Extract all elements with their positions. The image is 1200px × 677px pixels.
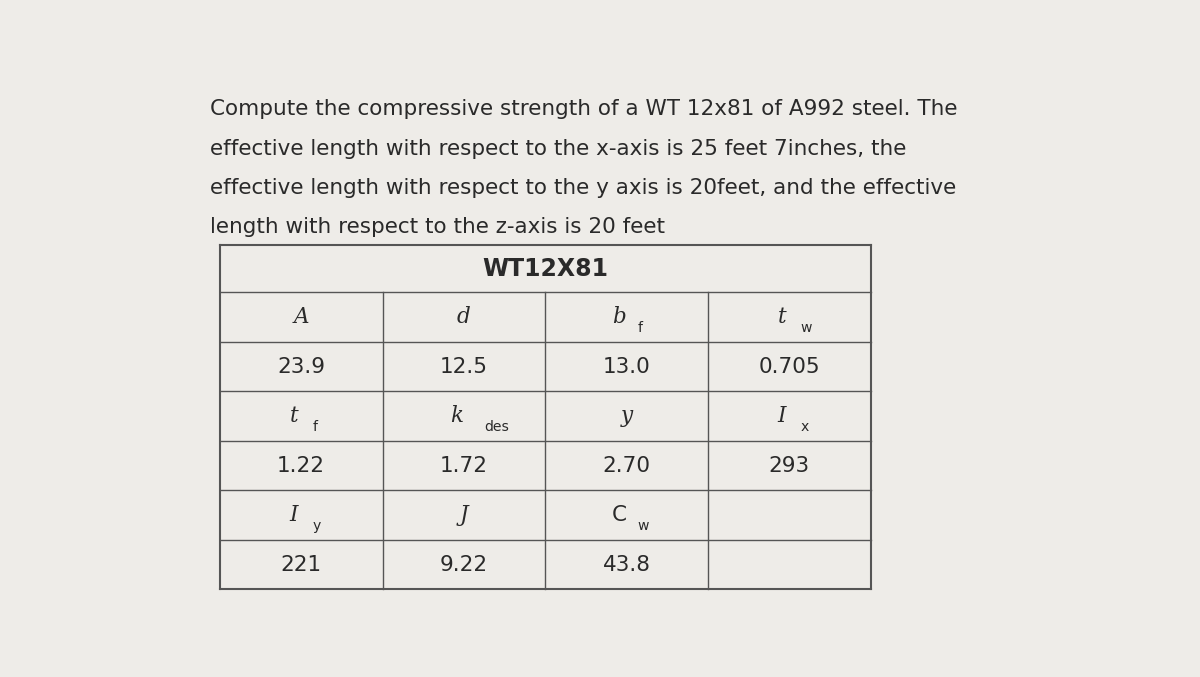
Text: k: k: [450, 405, 463, 427]
Text: Compute the compressive strength of a WT 12x81 of A992 steel. The: Compute the compressive strength of a WT…: [210, 100, 958, 119]
Text: effective length with respect to the x-axis is 25 feet 7inches, the: effective length with respect to the x-a…: [210, 139, 907, 158]
Text: 13.0: 13.0: [602, 357, 650, 376]
Text: f: f: [637, 320, 643, 334]
Text: I: I: [778, 405, 786, 427]
Text: d: d: [457, 306, 470, 328]
Text: t: t: [289, 405, 298, 427]
Text: 0.705: 0.705: [758, 357, 820, 376]
Text: b: b: [612, 306, 626, 328]
Text: 2.70: 2.70: [602, 456, 650, 476]
Text: 43.8: 43.8: [602, 554, 650, 575]
Text: J: J: [460, 504, 468, 526]
Text: t: t: [778, 306, 786, 328]
Text: I: I: [289, 504, 298, 526]
Text: x: x: [800, 420, 809, 433]
Text: 293: 293: [769, 456, 810, 476]
Text: 1.72: 1.72: [440, 456, 488, 476]
Text: 221: 221: [281, 554, 322, 575]
Text: w: w: [637, 519, 649, 533]
Text: A: A: [293, 306, 308, 328]
Text: 9.22: 9.22: [440, 554, 488, 575]
Text: length with respect to the z-axis is 20 feet: length with respect to the z-axis is 20 …: [210, 217, 666, 237]
Text: C: C: [612, 505, 626, 525]
Text: WT12X81: WT12X81: [482, 257, 608, 281]
Text: y: y: [312, 519, 320, 533]
Text: f: f: [312, 420, 317, 433]
Text: 12.5: 12.5: [440, 357, 488, 376]
Text: des: des: [485, 420, 509, 433]
Text: y: y: [620, 405, 632, 427]
Text: w: w: [800, 320, 812, 334]
Text: effective length with respect to the y axis is 20feet, and the effective: effective length with respect to the y a…: [210, 177, 956, 198]
Text: 1.22: 1.22: [277, 456, 325, 476]
Text: 23.9: 23.9: [277, 357, 325, 376]
